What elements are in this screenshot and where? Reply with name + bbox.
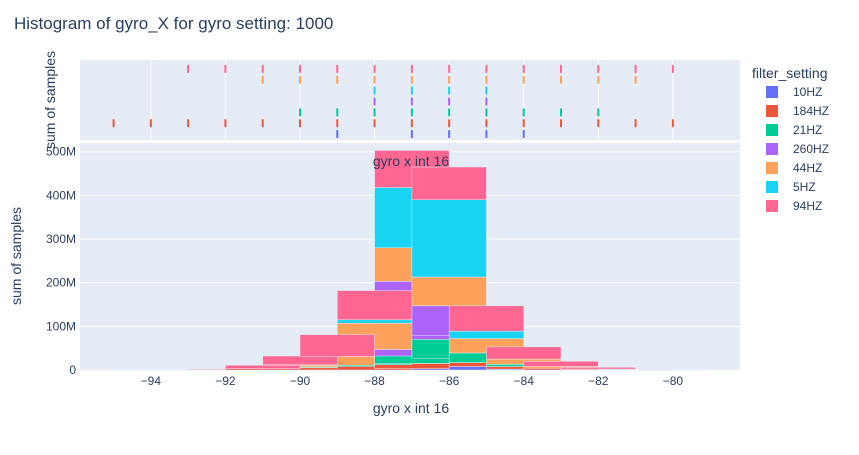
legend-swatch-260hz: [766, 143, 778, 155]
legend-swatch-44hz: [766, 162, 778, 174]
x-tick-label: −82: [588, 374, 609, 388]
legend-label-94hz[interactable]: 94HZ: [793, 199, 822, 213]
bar-5hz: [412, 200, 487, 277]
bar-94hz: [300, 335, 375, 357]
legend-label-260hz[interactable]: 260HZ: [793, 142, 829, 156]
legend-label-44hz[interactable]: 44HZ: [793, 161, 822, 175]
x-tick-label: −92: [215, 374, 236, 388]
bar-94hz: [225, 365, 300, 368]
legend-label-21hz[interactable]: 21HZ: [793, 123, 822, 137]
bar-94hz: [561, 367, 636, 369]
rug-plot-area: [80, 60, 740, 140]
bar-94hz: [524, 361, 599, 366]
legend-label-5hz[interactable]: 5HZ: [793, 180, 816, 194]
y-tick-label: 0: [69, 363, 76, 377]
bar-5hz: [337, 320, 412, 323]
legend-swatch-10hz: [766, 86, 778, 98]
y-tick-label: 200M: [46, 276, 76, 290]
y-tick-label: 400M: [46, 188, 76, 202]
bar-5hz: [449, 331, 524, 338]
y-tick-label: 300M: [46, 232, 76, 246]
bar-94hz: [263, 356, 338, 365]
x-axis-label: gyro x int 16: [373, 400, 449, 416]
plot-annotation: gyro x int 16: [373, 153, 449, 169]
y-axis-ticks: 0 100M 200M 300M 400M 500M: [46, 145, 76, 377]
x-tick-label: −86: [439, 374, 460, 388]
x-tick-label: −88: [364, 374, 385, 388]
x-tick-label: −80: [663, 374, 684, 388]
legend-items: 10HZ 184HZ 21HZ 260HZ 44HZ 5HZ 94HZ: [766, 85, 829, 213]
y-tick-label: 100M: [46, 319, 76, 333]
rug-y-axis-label: sum of samples: [42, 51, 58, 149]
bar-44hz: [412, 277, 487, 306]
y-axis-label: sum of samples: [8, 207, 24, 305]
legend-swatch-184hz: [766, 105, 778, 117]
legend-swatch-21hz: [766, 124, 778, 136]
legend: filter_setting 10HZ 184HZ 21HZ 260HZ 44HZ 5HZ…: [752, 65, 829, 213]
bar-94hz: [337, 291, 412, 320]
x-axis-ticks: −94 −92 −90 −88 −86 −84 −82 −80: [141, 374, 684, 388]
y-tick-label: 500M: [46, 145, 76, 159]
legend-label-10hz[interactable]: 10HZ: [793, 85, 822, 99]
legend-swatch-5hz: [766, 181, 778, 193]
bar-94hz: [449, 306, 524, 331]
legend-swatch-94hz: [766, 200, 778, 212]
chart-title: Histogram of gyro_X for gyro setting: 10…: [14, 14, 333, 33]
x-tick-label: −90: [290, 374, 311, 388]
bar-94hz: [412, 167, 487, 200]
x-tick-label: −84: [514, 374, 535, 388]
legend-title: filter_setting: [752, 65, 827, 81]
legend-label-184hz[interactable]: 184HZ: [793, 104, 829, 118]
bar-94hz: [486, 347, 561, 359]
x-tick-label: −94: [141, 374, 162, 388]
